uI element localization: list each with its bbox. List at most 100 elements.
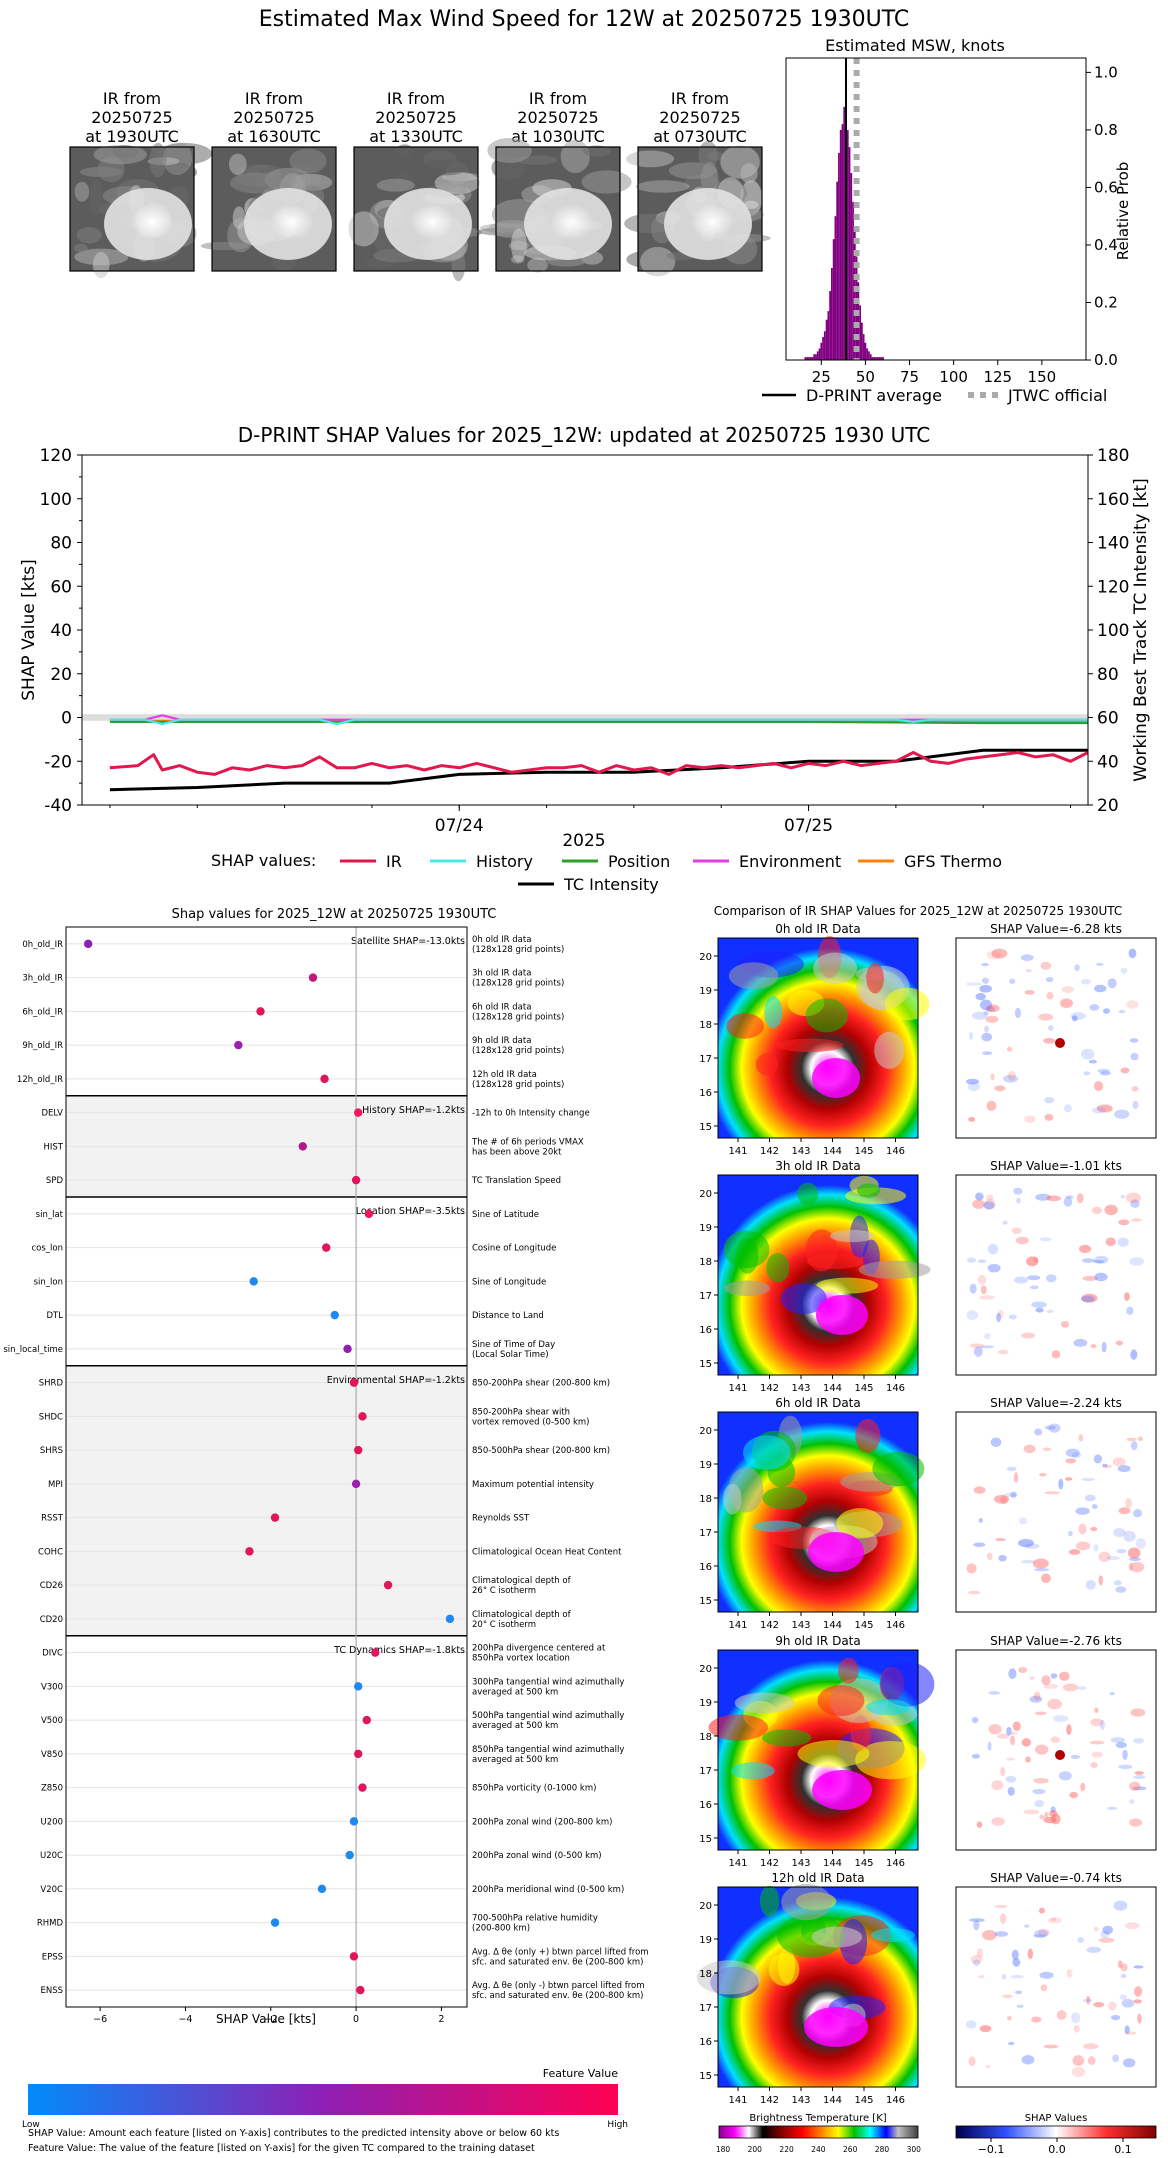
- shap-map-texture: [1115, 1586, 1127, 1593]
- shap-map-texture: [1008, 2041, 1015, 2046]
- shap-map-texture: [1045, 977, 1054, 983]
- shap-map-texture: [1065, 1195, 1074, 1199]
- shap-map-texture: [1014, 1990, 1023, 1995]
- feature-name-label: Z850: [41, 1784, 63, 1794]
- ir-y-tick-label: 16: [699, 1800, 712, 1811]
- ir-x-tick-label: 143: [791, 1858, 810, 1869]
- feature-name-label: DELV: [41, 1109, 63, 1119]
- feature-description-label: averaged at 500 km: [472, 1721, 558, 1731]
- feature-name-label: U200: [41, 1817, 63, 1827]
- shap-map-texture: [1071, 2012, 1081, 2024]
- shap-map-texture: [1083, 1071, 1091, 1076]
- shap-map-texture: [968, 2056, 976, 2067]
- shap-map-texture: [1098, 1575, 1104, 1586]
- shap-map-texture: [1078, 1523, 1087, 1535]
- feature-name-label: DTL: [47, 1311, 64, 1321]
- shap-map-texture: [1112, 1457, 1126, 1467]
- shap-feature-chart: Shap values for 2025_12W at 20250725 193…: [3, 907, 648, 2026]
- cloud-texture: [510, 228, 527, 263]
- shap-map-texture: [1029, 1285, 1039, 1290]
- y-tick-label: 0.8: [1094, 121, 1118, 139]
- shap-map-texture: [1118, 1009, 1126, 1014]
- ir-cloud-feature: [697, 1960, 761, 1995]
- ir-x-tick-label: 142: [760, 1383, 779, 1394]
- shap-map-texture: [1035, 1307, 1044, 1313]
- group-summary-label: TC Dynamics SHAP=-1.8kts: [333, 1645, 465, 1656]
- shap-map-texture: [1113, 1580, 1122, 1586]
- feature-shap-point: [322, 1243, 331, 1252]
- shap-map-texture: [966, 1310, 979, 1321]
- shap-map-texture: [1089, 1740, 1105, 1745]
- shap-panel-title: SHAP Value=-1.01 kts: [990, 1159, 1122, 1173]
- ir-cloud-feature: [797, 1740, 870, 1768]
- shap-hotspot: [1055, 1038, 1065, 1048]
- shap-map-texture: [1039, 1814, 1045, 1820]
- ir-cloud-feature: [857, 1183, 881, 1198]
- shap-map-texture: [991, 1780, 1004, 1791]
- shap-map-texture: [1090, 1344, 1097, 1349]
- ir-cloud-feature: [855, 1740, 926, 1780]
- shap-map-texture: [1117, 1960, 1123, 1969]
- shap-map-texture: [1039, 1971, 1054, 1979]
- feature-colorbar-low: Low: [22, 2120, 40, 2130]
- cloud-texture: [487, 137, 532, 163]
- shap-map-texture: [1040, 961, 1052, 970]
- feature-shap-point: [245, 1547, 254, 1556]
- shap-map-texture: [1018, 1538, 1034, 1548]
- legend-label: GFS Thermo: [904, 852, 1002, 871]
- feature-shap-point: [354, 1749, 363, 1759]
- shap-map-texture: [1134, 1771, 1144, 1775]
- shap-map-texture: [1080, 1295, 1095, 1303]
- y-tick-label: 0.0: [1094, 351, 1118, 369]
- histogram-bar: [818, 348, 821, 360]
- shap-map-texture: [1089, 1004, 1100, 1011]
- feature-shap-point: [349, 1817, 359, 1826]
- shap-map-texture: [1129, 1257, 1145, 1266]
- shap-map-texture: [973, 1346, 983, 1357]
- shap-map-texture: [1086, 1995, 1091, 2005]
- feature-description-label: 3h old IR data: [472, 969, 531, 979]
- ir-cloud-feature: [778, 1947, 796, 1984]
- shap-map-texture: [969, 1031, 974, 1040]
- shap-map-frame: [955, 1411, 1157, 1613]
- cloud-texture: [422, 159, 468, 176]
- shap-map-texture: [1049, 1809, 1058, 1818]
- shap-map-texture: [1093, 1454, 1103, 1464]
- shap-map-texture: [1106, 1556, 1121, 1561]
- shap-map-texture: [1043, 1037, 1056, 1044]
- ir-x-tick-label: 145: [854, 1620, 873, 1631]
- shap-map-texture: [1000, 1495, 1008, 1505]
- ir-colorbar-tick-label: 280: [875, 2145, 890, 2154]
- shap-map-texture: [1109, 1692, 1115, 1696]
- cloud-texture: [560, 139, 590, 174]
- ir-y-tick-label: 18: [699, 1494, 712, 1505]
- shap-map-texture: [1094, 1707, 1099, 1714]
- shap-map-texture: [1011, 1949, 1019, 1960]
- shap-map-texture: [1105, 1237, 1116, 1247]
- shap-map-texture: [1018, 1667, 1028, 1674]
- shap-colorbar-tick-label: −0.1: [978, 2143, 1005, 2156]
- feature-name-label: COHC: [38, 1547, 63, 1557]
- shap-map-texture: [966, 1563, 977, 1574]
- y-tick-label: 20: [50, 665, 72, 685]
- histogram-bar: [878, 357, 881, 360]
- shap-map-texture: [1108, 2001, 1117, 2011]
- ir-colorbar-tick-label: 260: [843, 2145, 858, 2154]
- shap-map-texture: [1044, 1425, 1056, 1430]
- feature-name-label: SHRS: [40, 1446, 63, 1456]
- cloud-texture: [434, 171, 480, 195]
- histogram-bar: [853, 230, 856, 360]
- feature-name-label: sin_lon: [34, 1277, 63, 1287]
- shap-map-texture: [1119, 1994, 1127, 2000]
- cloud-texture: [698, 140, 718, 170]
- shap-map-texture: [986, 951, 1001, 960]
- group-shading: [66, 1365, 467, 1636]
- ir-map-frame: [717, 937, 919, 1139]
- shap-map-texture: [1044, 1491, 1060, 1495]
- shap-map-texture: [988, 1724, 1002, 1735]
- thumbnail-title-line: at 0730UTC: [653, 127, 747, 146]
- histogram-bar: [836, 181, 839, 360]
- shap-map-texture: [1088, 1059, 1098, 1064]
- shap-map-texture: [968, 1116, 976, 1122]
- scatter-x-axis-label: SHAP Value [kts]: [216, 2012, 316, 2026]
